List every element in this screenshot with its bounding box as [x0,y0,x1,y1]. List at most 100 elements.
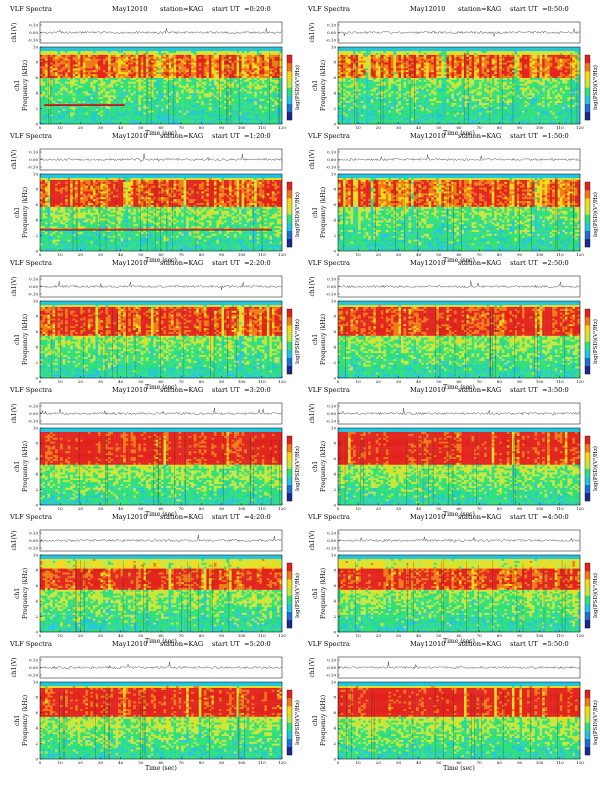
spectrogram-cell [216,85,220,88]
spectrogram-cell [75,87,78,90]
spectrogram-cell [254,68,257,71]
spectrogram-cell [143,106,147,109]
spectrogram-cell [348,54,351,57]
spectrogram-cell [55,93,58,96]
spectrogram-cell [82,68,86,71]
spectrogram-cell [360,116,364,119]
spectrogram-cell [72,83,76,86]
spectrogram-cell [385,72,389,75]
spectrogram-cell [57,110,61,113]
spectrogram-cell [385,48,389,51]
spectrogram-cell [365,58,369,61]
spectrogram-cell [176,47,179,50]
spectrogram-cell [198,89,202,92]
spectrogram-cell [135,120,139,123]
spectrogram-cell [82,75,86,78]
spectrogram-cell [77,66,81,69]
spectrogram-cell [198,48,202,51]
spectrogram-cell [173,75,177,78]
spectrogram-cell [65,110,68,113]
spectrogram-cell [75,120,78,123]
spectrogram-cell [92,56,96,59]
spectrogram-cell [105,56,109,59]
spectrogram-cell [148,122,152,125]
spectrogram-cell [251,122,255,125]
spectrogram-cell [105,47,109,50]
spectrogram-cell [155,72,159,75]
spectrogram-cell [203,98,207,102]
spectrogram-cell [241,79,245,82]
spectrogram-cell [196,85,199,88]
spectrogram-cell [340,104,344,107]
spectrogram-cell [358,79,361,82]
spectrogram-cell [241,95,245,98]
spectrogram-cell [203,104,207,107]
spectrogram-cell [266,104,270,107]
spectrogram-cell [201,52,204,55]
spectrogram-cell [123,108,126,111]
spectrogram-cell [343,98,346,102]
spectrogram-cell [123,116,126,119]
spectrogram-cell [100,68,104,71]
spectrogram-cell [393,93,397,96]
spectrogram-cell [143,104,147,107]
x-tick-label: 40 [118,125,124,130]
spectrogram-cell [380,77,384,80]
spectrogram-cell [388,66,392,69]
spectrogram-cell [193,54,197,57]
spectrogram-cell [395,110,399,113]
spectrogram-cell [203,77,207,80]
spectrogram-cell [241,73,245,77]
spectrogram-cell [338,68,341,71]
spectrogram-cell [378,114,381,117]
spectrogram-cell [358,120,361,123]
spectrogram-cell [103,120,106,123]
spectrogram-cell [62,81,66,84]
spectrogram-cell [246,110,250,113]
spectrogram-cell [70,66,73,69]
spectrogram-cell [201,85,204,88]
spectrogram-cell [143,73,147,77]
spectrogram-cell [145,54,149,57]
spectrogram-cell [395,112,399,115]
spectrogram-cell [380,95,384,98]
spectrogram-cell [208,54,212,57]
spectrogram-cell [251,93,255,96]
spectrogram-cell [52,95,56,98]
spectrogram-cell [87,106,91,109]
spectrogram-cell [201,54,204,57]
spectrogram-cell [234,72,237,75]
spectrogram-cell [271,91,275,94]
spectrogram-cell [87,79,91,82]
spectrogram-cell [148,83,152,86]
spectrogram-cell [393,50,397,53]
spectrogram-cell [130,114,134,117]
spectrogram-cell [360,58,364,61]
spectrogram-cell [264,50,268,53]
spectrogram-cell [274,120,278,123]
spectrogram-cell [395,102,399,105]
spectrogram-cell [208,104,212,107]
spectrogram-cell [168,122,172,125]
spectrogram-cell [82,89,86,92]
spectrogram-cell [259,122,262,125]
spectrogram-cell [259,47,262,50]
spectrogram-cell [246,56,250,59]
spectrogram-cell [403,93,407,96]
spectrogram-cell [216,116,220,119]
spectrogram-cell [251,100,255,103]
spectrogram-cell [269,89,273,92]
spectrogram-cell [390,85,394,88]
spectrogram-cell [40,108,43,111]
spectrogram-cell [373,66,376,69]
spectrogram-cell [171,85,174,88]
spectrogram-cell [383,97,387,100]
spectrogram-cell [365,95,369,98]
spectrogram-cell [375,85,379,88]
spectrogram-cell [198,104,202,107]
spectrogram-cell [55,54,58,57]
spectrogram-cell [153,72,157,75]
spectrogram-cell [353,48,356,51]
spectrogram-cell [208,73,212,77]
spectrogram-cell [108,50,111,53]
